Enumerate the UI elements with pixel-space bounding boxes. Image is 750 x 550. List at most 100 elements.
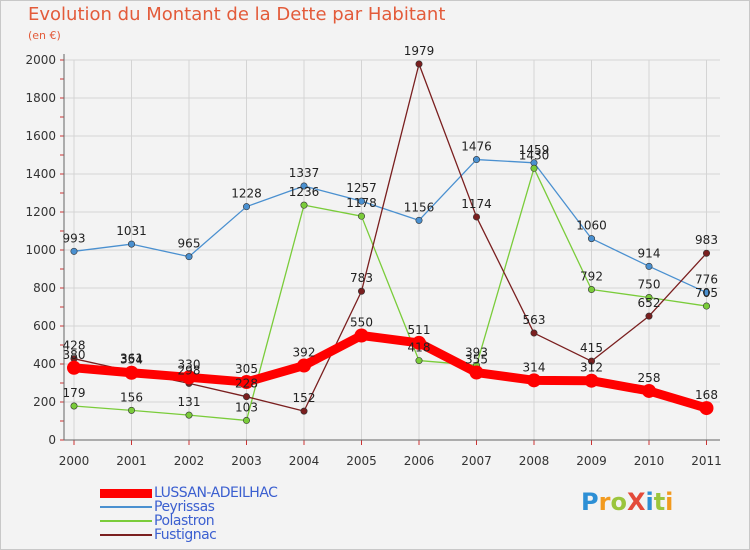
data-label: 1031 bbox=[116, 224, 147, 238]
data-point bbox=[469, 365, 484, 380]
y-tick-label: 600 bbox=[33, 319, 56, 333]
x-tick-label: 2005 bbox=[346, 454, 377, 468]
data-point bbox=[415, 357, 423, 365]
data-label: 1228 bbox=[231, 187, 262, 201]
data-label: 1257 bbox=[346, 181, 377, 195]
data-label: 1337 bbox=[289, 166, 320, 180]
data-label: 393 bbox=[465, 345, 488, 359]
data-point bbox=[128, 240, 136, 248]
logo-letter: o bbox=[610, 488, 627, 516]
data-label: 314 bbox=[523, 360, 546, 374]
series-line-polastron bbox=[73, 167, 708, 422]
y-tick-label: 800 bbox=[33, 281, 56, 295]
data-label: 993 bbox=[63, 231, 86, 245]
data-point bbox=[128, 406, 136, 414]
legend-label: Polastron bbox=[154, 513, 215, 529]
data-point bbox=[702, 289, 710, 297]
data-point bbox=[415, 216, 423, 224]
chart-subtitle: (en €) bbox=[28, 29, 61, 42]
data-point bbox=[300, 201, 308, 209]
data-label: 1459 bbox=[519, 143, 550, 157]
x-tick-label: 2003 bbox=[231, 454, 262, 468]
series-line-fustignac bbox=[73, 63, 708, 412]
data-point bbox=[702, 249, 710, 257]
data-label: 156 bbox=[120, 390, 143, 404]
data-label: 380 bbox=[63, 348, 86, 362]
data-label: 1476 bbox=[461, 140, 492, 154]
data-label: 983 bbox=[695, 233, 718, 247]
data-point bbox=[699, 401, 714, 416]
legend-swatch-lussan bbox=[100, 489, 152, 498]
logo-letter: i bbox=[665, 488, 674, 516]
data-label: 776 bbox=[695, 273, 718, 287]
x-tick-label: 2008 bbox=[519, 454, 550, 468]
data-label: 258 bbox=[638, 371, 661, 385]
series-line-lussan-adeilhac bbox=[69, 331, 711, 413]
data-label: 1979 bbox=[404, 44, 435, 58]
data-point bbox=[472, 213, 480, 221]
data-label: 298 bbox=[178, 363, 201, 377]
data-point bbox=[70, 247, 78, 255]
data-label: 1060 bbox=[576, 219, 607, 233]
y-tick-label: 2000 bbox=[25, 53, 56, 67]
x-tick-label: 2007 bbox=[461, 454, 492, 468]
data-label: 415 bbox=[580, 341, 603, 355]
data-label: 428 bbox=[63, 339, 86, 353]
logo-letter: i bbox=[645, 488, 654, 516]
data-point bbox=[530, 164, 538, 172]
data-point bbox=[124, 365, 139, 380]
chart-title: Evolution du Montant de la Dette par Hab… bbox=[28, 4, 446, 25]
x-tick-label: 2002 bbox=[174, 454, 205, 468]
series bbox=[67, 60, 714, 424]
data-point bbox=[243, 203, 251, 211]
data-point bbox=[185, 253, 193, 261]
data-point bbox=[67, 360, 81, 375]
legend-swatch-peyrissas bbox=[100, 506, 152, 508]
data-label: 750 bbox=[638, 278, 661, 292]
series-line-peyrissas bbox=[73, 158, 708, 294]
data-label: 550 bbox=[350, 316, 373, 330]
data-point bbox=[527, 373, 541, 388]
data-label: 361 bbox=[120, 351, 143, 365]
data-label: 1156 bbox=[404, 200, 435, 214]
data-point bbox=[354, 328, 369, 343]
data-label: 1236 bbox=[289, 185, 320, 199]
legend-label: LUSSAN-ADEILHAC bbox=[154, 485, 278, 501]
data-point bbox=[530, 329, 538, 337]
data-point bbox=[642, 383, 656, 398]
data-label: 652 bbox=[638, 296, 661, 310]
data-point bbox=[239, 375, 254, 390]
data-point bbox=[182, 370, 196, 385]
proxiti-logo: ProXiti bbox=[581, 488, 673, 516]
legend-label: Fustignac bbox=[154, 527, 217, 543]
legend-swatch-polastron bbox=[100, 520, 152, 522]
data-labels: 993 1031 965 1228 1337 1257 1156 1476 1459 1060 91… bbox=[63, 44, 718, 414]
data-label: 392 bbox=[293, 346, 316, 360]
data-label: 563 bbox=[523, 313, 546, 327]
logo-letter: P bbox=[581, 488, 599, 516]
data-label: 705 bbox=[695, 286, 718, 300]
x-tick-label: 2000 bbox=[59, 454, 90, 468]
data-label: 783 bbox=[350, 271, 373, 285]
data-label: 914 bbox=[638, 246, 661, 260]
data-label: 418 bbox=[408, 341, 431, 355]
data-point bbox=[243, 416, 251, 424]
data-point bbox=[300, 407, 308, 415]
data-point bbox=[357, 197, 365, 205]
data-point bbox=[587, 235, 595, 243]
logo-letter: t bbox=[653, 488, 666, 516]
data-label: 355 bbox=[465, 353, 488, 367]
y-tick-label: 1200 bbox=[25, 205, 56, 219]
data-label: 1178 bbox=[346, 196, 377, 210]
data-label: 152 bbox=[293, 391, 316, 405]
y-tick-label: 1800 bbox=[25, 91, 56, 105]
data-point bbox=[70, 402, 78, 410]
legend-label: Peyrissas bbox=[154, 499, 215, 515]
data-point bbox=[357, 212, 365, 220]
y-tick-label: 0 bbox=[48, 433, 56, 447]
x-tick-label: 2004 bbox=[289, 454, 320, 468]
data-label: 168 bbox=[695, 388, 718, 402]
logo-letter: X bbox=[626, 488, 646, 516]
data-point bbox=[587, 357, 595, 365]
